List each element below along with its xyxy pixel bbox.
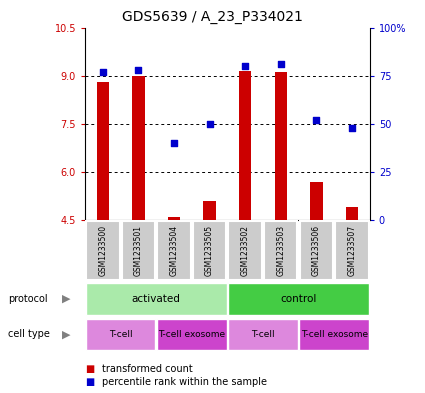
Text: GSM1233502: GSM1233502	[241, 225, 249, 276]
Point	[278, 61, 284, 67]
Point	[170, 140, 177, 146]
Bar	[203, 201, 216, 220]
Bar	[228, 319, 298, 350]
Text: ▶: ▶	[62, 329, 70, 340]
Text: GSM1233503: GSM1233503	[276, 225, 285, 276]
Bar	[157, 221, 191, 280]
Text: ■: ■	[85, 364, 94, 374]
Bar	[239, 71, 252, 220]
Text: GSM1233506: GSM1233506	[312, 225, 321, 276]
Point	[242, 63, 249, 69]
Text: T-cell: T-cell	[109, 330, 133, 339]
Bar	[300, 221, 333, 280]
Text: GSM1233501: GSM1233501	[134, 225, 143, 276]
Text: T-cell: T-cell	[251, 330, 275, 339]
Bar	[86, 319, 156, 350]
Bar	[168, 217, 180, 220]
Bar	[264, 221, 298, 280]
Bar	[132, 75, 145, 220]
Bar	[228, 283, 369, 315]
Bar	[193, 221, 226, 280]
Text: cell type: cell type	[8, 329, 51, 340]
Point	[135, 67, 142, 73]
Bar	[275, 72, 287, 220]
Text: T-cell exosome: T-cell exosome	[300, 330, 368, 339]
Text: activated: activated	[132, 294, 181, 304]
Bar	[122, 221, 155, 280]
Text: GSM1233505: GSM1233505	[205, 225, 214, 276]
Bar	[310, 182, 323, 220]
Bar	[299, 319, 369, 350]
Text: GSM1233504: GSM1233504	[170, 225, 178, 276]
Bar	[86, 283, 227, 315]
Text: GDS5639 / A_23_P334021: GDS5639 / A_23_P334021	[122, 10, 303, 24]
Point	[206, 121, 213, 127]
Text: ▶: ▶	[62, 294, 70, 304]
Bar	[96, 82, 109, 220]
Text: T-cell exosome: T-cell exosome	[158, 330, 225, 339]
Text: GSM1233500: GSM1233500	[98, 225, 107, 276]
Bar	[157, 319, 227, 350]
Text: transformed count: transformed count	[102, 364, 193, 374]
Text: ■: ■	[85, 377, 94, 387]
Point	[348, 125, 355, 131]
Text: GSM1233507: GSM1233507	[348, 225, 357, 276]
Bar	[86, 221, 119, 280]
Bar	[346, 207, 358, 220]
Text: control: control	[280, 294, 317, 304]
Text: protocol: protocol	[8, 294, 48, 304]
Text: percentile rank within the sample: percentile rank within the sample	[102, 377, 267, 387]
Bar	[335, 221, 368, 280]
Bar	[229, 221, 262, 280]
Point	[313, 117, 320, 123]
Point	[99, 69, 106, 75]
